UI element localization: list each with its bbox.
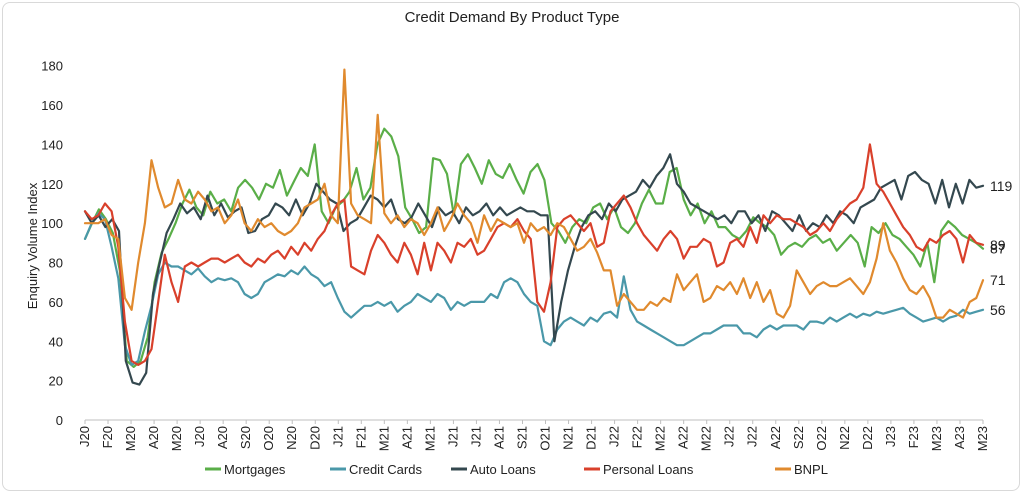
x-tick-label: M23 (975, 426, 990, 451)
axes: 0 20 40 60 80 100 120 140 160 180 J20 F20 M20 A20 M20 J… (41, 59, 990, 452)
x-tick-label: D22 (860, 426, 875, 450)
x-tick-label: N22 (837, 426, 852, 450)
y-tick-label: 60 (49, 295, 63, 310)
x-tick-label: A22 (768, 426, 783, 449)
x-tick-label: F21 (353, 426, 368, 448)
x-tick-label: J23 (883, 426, 898, 447)
end-labels: 87 56 119 89 71 (990, 178, 1013, 318)
end-label-mortgages: 87 (990, 241, 1006, 257)
legend-label: Auto Loans (470, 462, 536, 477)
x-tick-label: A23 (952, 426, 967, 449)
x-tick-label: S21 (514, 426, 529, 449)
x-tick-label: A21 (399, 426, 414, 449)
x-tick-label: F22 (630, 426, 645, 448)
end-label-bnpl: 71 (990, 272, 1006, 288)
x-tick-label: A20 (215, 426, 230, 449)
x-tick-label: J21 (330, 426, 345, 447)
y-tick-label: 160 (41, 98, 63, 113)
x-tick-label: F23 (906, 426, 921, 448)
series-layer (83, 68, 985, 386)
x-tick-label: M21 (376, 426, 391, 451)
x-tick-label: D21 (584, 426, 599, 450)
series-line-credit-cards (83, 212, 985, 366)
y-tick-label: 80 (49, 256, 63, 271)
x-tick-label: S22 (791, 426, 806, 449)
end-label-auto-loans: 119 (990, 178, 1013, 194)
x-tick-label: F20 (100, 426, 115, 448)
x-tick-label: M22 (699, 426, 714, 451)
end-label-personal-loans: 89 (990, 237, 1006, 253)
y-tick-label: 40 (49, 334, 63, 349)
x-tick-label: O21 (538, 426, 553, 451)
x-tick-label: J22 (745, 426, 760, 447)
y-axis-label: Enquiry Volume Index (25, 182, 40, 309)
x-tick-label: A22 (676, 426, 691, 449)
legend-label: BNPL (794, 462, 828, 477)
series-line-mortgages (83, 127, 985, 368)
y-tick-label: 120 (41, 177, 63, 192)
end-label-credit-cards: 56 (990, 302, 1006, 318)
y-tick-label: 140 (41, 137, 63, 152)
x-tick-label: O20 (261, 426, 276, 451)
x-tick-label: J20 (77, 426, 92, 447)
x-tick-label: A20 (146, 426, 161, 449)
x-tick-label: M20 (123, 426, 138, 451)
series-line-personal-loans (83, 143, 985, 366)
x-tick-label: J21 (445, 426, 460, 447)
x-tick-label: S20 (238, 426, 253, 449)
chart-title: Credit Demand By Product Type (404, 9, 620, 26)
y-tick-label: 180 (41, 59, 63, 74)
legend-label: Personal Loans (603, 462, 694, 477)
legend-label: Mortgages (224, 462, 286, 477)
y-tick-label: 100 (41, 216, 63, 231)
x-tick-label: O22 (814, 426, 829, 451)
x-tick-label: D20 (307, 426, 322, 450)
x-tick-label: M22 (653, 426, 668, 451)
x-tick-label: N20 (284, 426, 299, 450)
legend-label: Credit Cards (349, 462, 422, 477)
x-tick-label: A21 (491, 426, 506, 449)
y-tick-label: 20 (49, 374, 63, 389)
x-tick-label: J21 (468, 426, 483, 447)
x-tick-label: M21 (422, 426, 437, 451)
legend: Mortgages Credit Cards Auto Loans Personal … (205, 462, 828, 477)
x-tick-label: M20 (169, 426, 184, 451)
x-tick-label: N21 (561, 426, 576, 450)
x-tick-label: J22 (722, 426, 737, 447)
x-tick-label: M23 (929, 426, 944, 451)
x-tick-label: J22 (607, 426, 622, 447)
x-tick-label: J20 (192, 426, 207, 447)
series-line-bnpl (83, 68, 985, 319)
y-tick-label: 0 (56, 413, 63, 428)
